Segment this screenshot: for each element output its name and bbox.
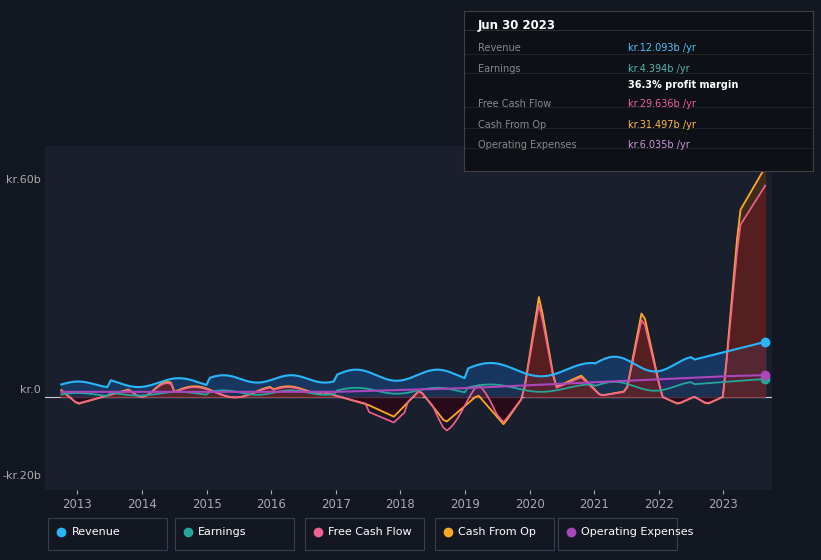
Text: kr.4.394b /yr: kr.4.394b /yr bbox=[628, 64, 690, 74]
Text: kr.60b: kr.60b bbox=[7, 175, 41, 185]
Text: -kr.20b: -kr.20b bbox=[2, 472, 41, 482]
Text: 36.3% profit margin: 36.3% profit margin bbox=[628, 80, 738, 90]
Text: Free Cash Flow: Free Cash Flow bbox=[478, 99, 551, 109]
Bar bbox=[557, 519, 677, 550]
Text: Earnings: Earnings bbox=[478, 64, 521, 74]
Text: kr.0: kr.0 bbox=[21, 385, 41, 395]
Text: Cash From Op: Cash From Op bbox=[458, 527, 536, 537]
Text: Free Cash Flow: Free Cash Flow bbox=[328, 527, 411, 537]
Text: kr.29.636b /yr: kr.29.636b /yr bbox=[628, 99, 695, 109]
Text: kr.31.497b /yr: kr.31.497b /yr bbox=[628, 120, 695, 130]
Text: Revenue: Revenue bbox=[71, 527, 120, 537]
Text: Revenue: Revenue bbox=[478, 43, 521, 53]
Text: kr.12.093b /yr: kr.12.093b /yr bbox=[628, 43, 695, 53]
Text: kr.6.035b /yr: kr.6.035b /yr bbox=[628, 141, 690, 151]
Text: Cash From Op: Cash From Op bbox=[478, 120, 546, 130]
Text: Operating Expenses: Operating Expenses bbox=[580, 527, 693, 537]
Text: Jun 30 2023: Jun 30 2023 bbox=[478, 19, 556, 32]
Bar bbox=[175, 519, 294, 550]
Text: Operating Expenses: Operating Expenses bbox=[478, 141, 576, 151]
Bar bbox=[48, 519, 167, 550]
Bar bbox=[305, 519, 424, 550]
Text: Earnings: Earnings bbox=[198, 527, 246, 537]
Bar bbox=[435, 519, 554, 550]
